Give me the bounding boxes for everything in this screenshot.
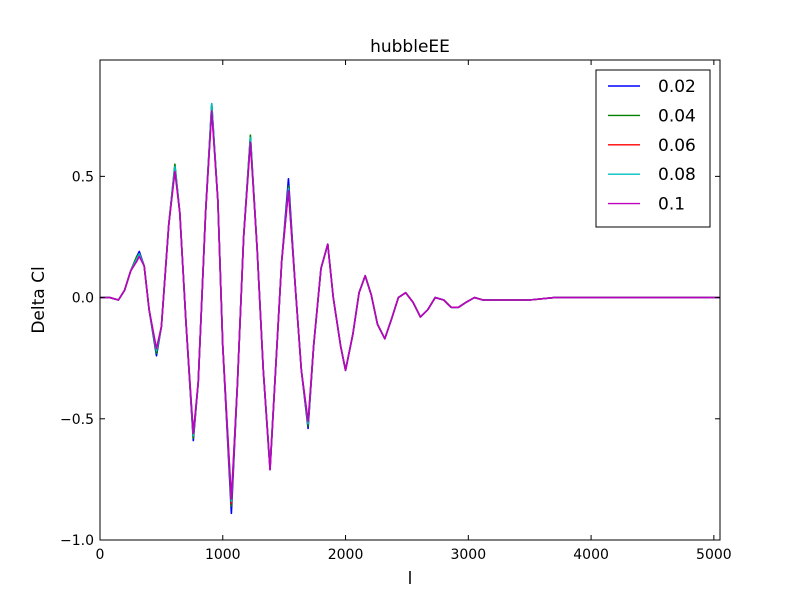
x-tick-label: 5000	[696, 547, 732, 563]
legend-label: 0.08	[658, 165, 696, 185]
plot-area-frame	[99, 59, 721, 541]
series-line-0.1	[100, 110, 720, 500]
chart-title: hubbleEE	[370, 37, 450, 57]
x-tick-label: 3000	[450, 547, 486, 563]
y-tick-label: 0.5	[72, 169, 94, 185]
x-axis-label: l	[408, 569, 413, 589]
legend-box	[595, 69, 711, 228]
y-axis: −1.0 −0.5 0.0 0.5	[60, 169, 720, 549]
series-layer	[100, 102, 720, 515]
x-tick-label: 0	[96, 547, 105, 563]
y-axis-label: Delta Cl	[29, 266, 49, 333]
legend-label: 0.04	[658, 106, 696, 126]
legend-label: 0.1	[658, 195, 685, 215]
y-tick-label: −1.0	[60, 533, 94, 549]
legend-label: 0.06	[658, 136, 696, 156]
legend-label: 0.02	[658, 77, 696, 97]
x-tick-label: 1000	[205, 547, 241, 563]
x-tick-label: 2000	[328, 547, 364, 563]
y-tick-label: −0.5	[60, 412, 94, 428]
legend: 0.02 0.04 0.06 0.08 0.1	[595, 69, 711, 228]
y-tick-label: 0.0	[72, 291, 94, 307]
x-tick-label: 4000	[573, 547, 609, 563]
x-axis: 0 1000 2000 3000 4000 5000	[96, 60, 732, 563]
